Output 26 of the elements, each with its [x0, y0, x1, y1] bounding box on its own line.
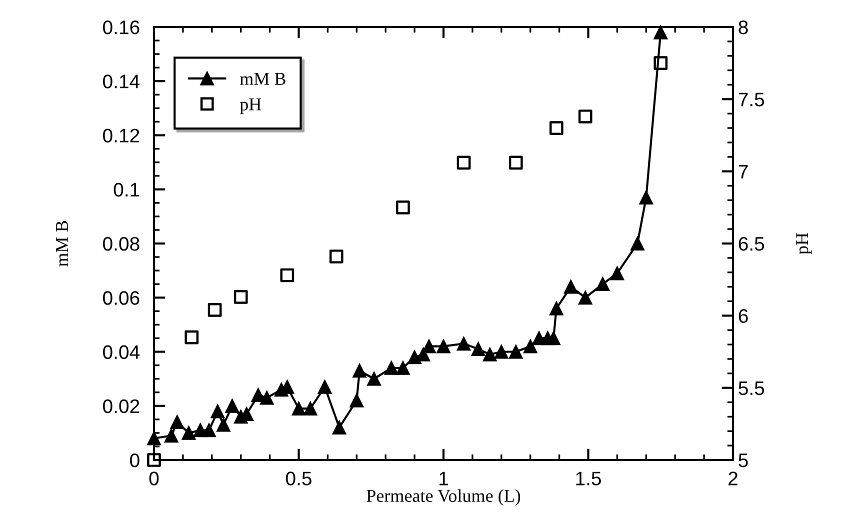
y2-tick-label: 8	[738, 20, 748, 34]
legend-label: pH	[240, 98, 262, 114]
y-tick-label: 0.16	[103, 20, 140, 34]
y-tick-label: 0.08	[103, 236, 140, 251]
y2-tick-label: 6	[738, 309, 748, 323]
x-tick-label: 0.5	[286, 472, 312, 486]
y2-tick-label: 5	[738, 454, 748, 468]
y-tick-label: 0.04	[103, 345, 140, 359]
y-tick-label: 0.12	[103, 128, 140, 142]
y2-tick-label: 7	[738, 165, 748, 178]
y-tick-label: 0.06	[103, 291, 140, 305]
y2-tick-label: 7.5	[738, 92, 764, 106]
y-tick-label: 0.1	[114, 182, 140, 197]
y2-tick-label: 6.5	[738, 236, 764, 251]
legend-label: mM B	[240, 72, 286, 85]
y2-axis-title: pH	[796, 232, 812, 254]
x-tick-label: 2	[728, 472, 738, 486]
x-axis-title: Permeate Volume (L)	[366, 489, 520, 506]
y2-tick-label: 5.5	[738, 382, 764, 396]
x-tick-label: 1	[440, 472, 448, 486]
x-tick-label: 1.5	[576, 472, 601, 486]
y-tick-label: 0.02	[103, 399, 140, 414]
y-axis-title: mM B	[56, 221, 68, 266]
y-tick-label: 0.14	[103, 74, 140, 88]
x-tick-label: 0	[149, 472, 159, 486]
y-tick-label: 0	[130, 453, 140, 468]
